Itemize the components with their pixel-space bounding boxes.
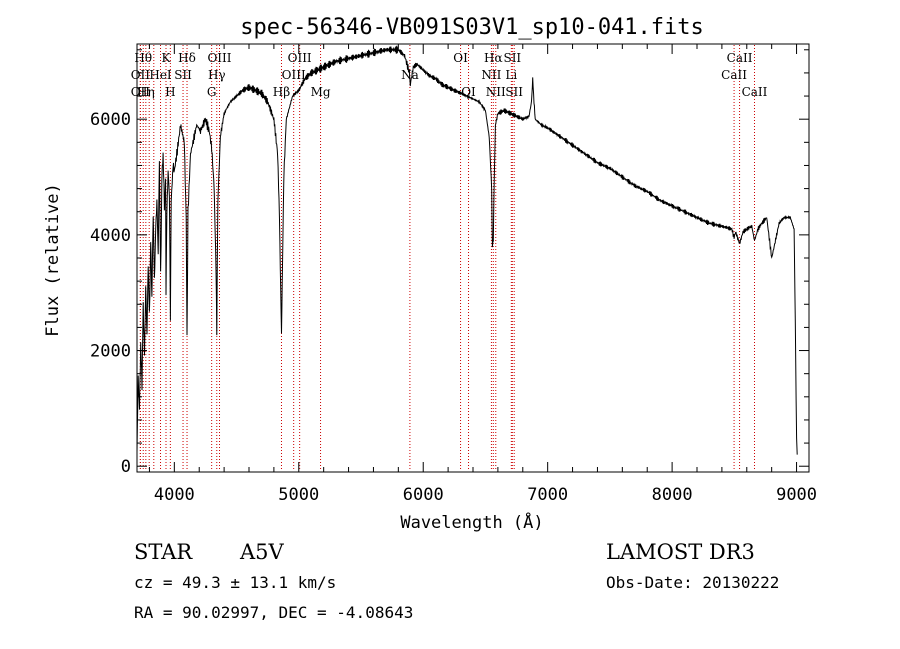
line-marker-label: OII (131, 68, 151, 82)
spectrum-line (136, 45, 798, 455)
line-marker-label: Hη (137, 85, 155, 99)
survey-name: LAMOST DR3 (606, 540, 755, 564)
line-marker-label: NII (481, 68, 501, 82)
x-tick-label: 5000 (278, 485, 319, 505)
object-class: STAR (134, 540, 193, 564)
x-axis-label: Wavelength (Å) (400, 511, 543, 533)
line-marker-label: Hγ (208, 68, 226, 82)
line-markers (139, 45, 755, 471)
y-tick-label: 2000 (90, 342, 131, 362)
line-marker-label: SII (505, 85, 523, 99)
line-marker-label: OI (453, 51, 468, 65)
x-tick-label: 4000 (154, 485, 195, 505)
line-marker-labels: HθOIIOIIHηHeIKHSIIHδGHγOIIIHβOIIIOIIIMgN… (131, 51, 768, 99)
line-marker-label: SII (174, 68, 192, 82)
line-marker-label: Mg (311, 85, 331, 99)
line-marker-label: CaII (721, 68, 747, 82)
x-tick-label: 9000 (776, 485, 817, 505)
redshift-readout: cz = 49.3 ± 13.1 km/s (134, 573, 337, 592)
coordinates: RA = 90.02997, DEC = -4.08643 (134, 603, 414, 622)
line-marker-label: NII (486, 85, 506, 99)
line-marker-label: HeI (149, 68, 172, 82)
line-marker-label: OIII (207, 51, 231, 65)
line-marker-label: OIII (288, 51, 312, 65)
line-marker-label: Hα (484, 51, 503, 65)
x-tick-label: 7000 (527, 485, 568, 505)
y-tick-label: 4000 (90, 226, 131, 246)
line-marker-label: CaII (742, 85, 768, 99)
line-marker-label: Hδ (178, 51, 196, 65)
line-marker-label: CaII (727, 51, 753, 65)
y-axis-ticks: 0 2000 4000 6000 (90, 49, 809, 477)
x-tick-label: 6000 (403, 485, 444, 505)
x-axis-ticks: 4000 5000 6000 7000 8000 9000 (148, 44, 817, 505)
line-marker-label: OIII (282, 68, 306, 82)
line-marker-label: H (165, 85, 175, 99)
line-marker-label: K (162, 51, 172, 65)
obs-date: Obs-Date: 20130222 (606, 573, 780, 592)
x-tick-label: 8000 (652, 485, 693, 505)
line-marker-label: Li (505, 68, 517, 82)
y-tick-label: 0 (121, 457, 131, 477)
line-marker-label: Hβ (273, 85, 290, 99)
plot-frame (136, 43, 810, 473)
chart-title: spec-56346-VB091S03V1_sp10-041.fits (240, 15, 704, 40)
y-axis-label: Flux (relative) (43, 183, 63, 337)
y-tick-label: 6000 (90, 110, 131, 130)
line-marker-label: OII (131, 85, 151, 99)
line-marker-label: G (207, 85, 217, 99)
line-marker-label: SII (503, 51, 521, 65)
line-marker-label: Hθ (134, 51, 152, 65)
subclass: A5V (240, 540, 284, 564)
